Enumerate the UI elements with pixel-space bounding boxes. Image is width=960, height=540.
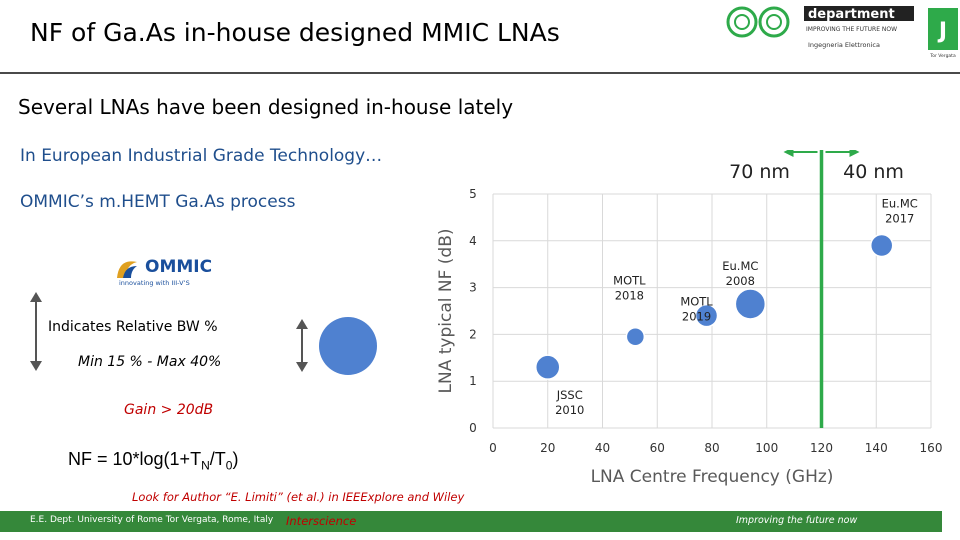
process-line: OMMIC’s m.HEMT Ga.As process <box>20 192 296 212</box>
right-arrow-icon <box>849 150 860 157</box>
ommic-name: OMMIC <box>145 257 212 277</box>
x-tick-label: 160 <box>920 441 943 455</box>
left-arrow-icon <box>783 150 794 157</box>
footer-affiliation: E.E. Dept. University of Rome Tor Vergat… <box>30 515 274 525</box>
technology-line: In European Industrial Grade Technology… <box>20 146 383 166</box>
boundary-label-left: 70 nm <box>729 161 790 183</box>
nf-chart: 0 20 40 60 80 100 120 140 160 0 1 2 3 4 5 LNA Centre Fr… <box>436 150 943 487</box>
data-label-year: 2019 <box>682 310 711 324</box>
left-double-arrow-icon <box>30 292 42 371</box>
x-tick-label: 140 <box>865 441 888 455</box>
y-axis-title: LNA typical NF (dB) <box>436 229 456 394</box>
right-double-arrow-icon <box>296 319 308 372</box>
data-label-year: 2008 <box>726 274 755 288</box>
data-point <box>535 354 561 380</box>
y-tick-label: 5 <box>469 187 477 201</box>
ommic-tagline: innovating with III-V’S <box>119 279 190 287</box>
data-label: MOTL <box>680 295 713 309</box>
footer-note-overflow: Interscience <box>286 514 357 528</box>
logo-tagline: IMPROVING THE FUTURE NOW <box>806 26 897 33</box>
y-tick-label: 1 <box>469 374 477 388</box>
boundary-label-right: 40 nm <box>843 161 904 183</box>
x-tick-label: 120 <box>810 441 833 455</box>
bw-legend-label: Indicates Relative BW % <box>48 319 218 335</box>
logo-sub: Ingegneria Elettronica <box>808 41 880 49</box>
legend-bubble <box>319 317 377 375</box>
data-label: JSSC <box>556 388 583 402</box>
x-tick-label: 0 <box>489 441 497 455</box>
footer-bar <box>0 511 942 532</box>
logo-word: department <box>808 7 895 22</box>
data-label: Eu.MC <box>882 196 918 210</box>
data-label: Eu.MC <box>722 259 758 273</box>
data-point <box>625 326 646 347</box>
data-label: MOTL <box>613 274 646 288</box>
x-tick-label: 60 <box>650 441 665 455</box>
data-point <box>869 233 894 258</box>
x-axis-title: LNA Centre Frequency (GHz) <box>591 467 834 487</box>
department-logo: department IMPROVING THE FUTURE NOW Inge… <box>726 6 958 59</box>
data-label-year: 2017 <box>885 211 914 225</box>
author-note: Look for Author “E. Limiti” (et al.) in … <box>132 490 465 504</box>
y-tick-label: 0 <box>469 421 477 435</box>
x-tick-label: 80 <box>704 441 719 455</box>
y-tick-label: 4 <box>469 234 477 248</box>
title-divider <box>0 72 960 74</box>
data-label-year: 2010 <box>555 403 584 417</box>
x-tick-label: 20 <box>540 441 555 455</box>
gain-label: Gain > 20dB <box>124 402 214 418</box>
bw-range-label: Min 15 % - Max 40% <box>78 354 222 370</box>
data-point <box>694 303 719 328</box>
x-tick-label: 100 <box>755 441 778 455</box>
svg-text:J: J <box>937 19 947 44</box>
y-tick-label: 3 <box>469 281 477 295</box>
x-tick-label: 40 <box>595 441 610 455</box>
data-point <box>734 288 767 320</box>
logo-badge: Tor Vergata <box>929 53 956 59</box>
page-title: NF of Ga.As in-house designed MMIC LNAs <box>30 18 560 47</box>
data-label-year: 2018 <box>615 289 644 303</box>
ommic-logo: OMMIC innovating with III-V’S <box>117 257 212 287</box>
y-tick-label: 2 <box>469 327 477 341</box>
nf-equation: NF = 10*log(1+TN/T0) <box>68 449 239 473</box>
slide-subtitle: Several LNAs have been designed in-house… <box>18 95 514 119</box>
footer-slogan: Improving the future now <box>736 515 858 526</box>
